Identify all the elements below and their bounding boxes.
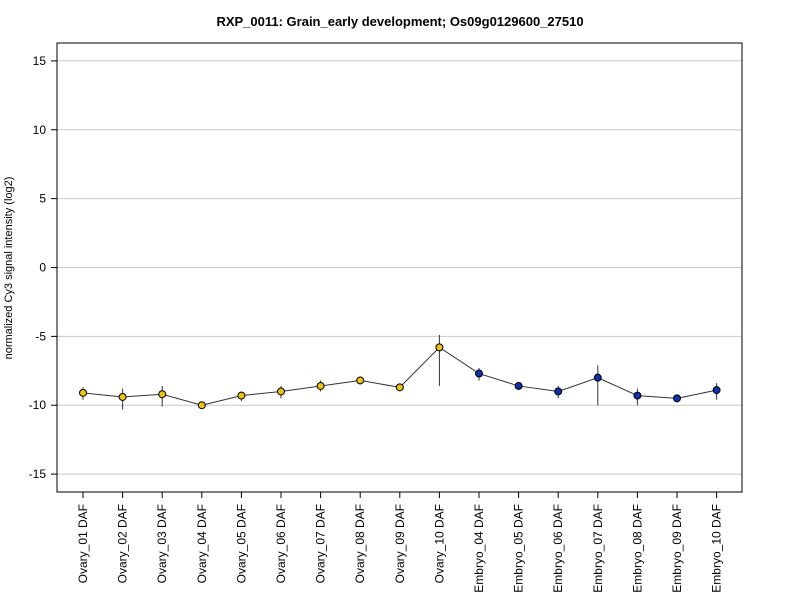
data-point: [593, 373, 602, 382]
plot-frame: [56, 42, 743, 493]
y-tick-label: -15: [29, 467, 47, 481]
grid-lines: [57, 60, 742, 475]
data-point: [237, 391, 246, 400]
series-line: [82, 346, 717, 406]
chart-title: RXP_0011: Grain_early development; Os09g…: [216, 14, 583, 29]
data-point: [79, 388, 87, 397]
axes: 15 10 5 0 -5 -10 -15 Ovary_01 DAF Ovary_02 DAF Ov…: [29, 54, 724, 593]
y-tick-label: 15: [33, 54, 47, 68]
data-point: [158, 390, 167, 399]
x-tick-label: Ovary_05 DAF: [234, 504, 248, 583]
x-tick-label: Ovary_01 DAF: [76, 504, 90, 583]
data-point: [316, 381, 325, 390]
x-tick-label: Ovary_06 DAF: [274, 504, 288, 583]
y-tick-label: -5: [35, 329, 46, 343]
y-axis-label: normalized Cy3 signal intensity (log2): [3, 177, 15, 360]
y-tick-label: 10: [33, 123, 47, 137]
data-point: [435, 343, 444, 352]
data-series: [79, 334, 721, 410]
x-tick-label: Embryo_06 DAF: [551, 504, 565, 593]
data-point: [197, 401, 206, 410]
x-tick-label: Embryo_04 DAF: [472, 504, 486, 593]
y-tick-label: 5: [39, 192, 46, 206]
data-point: [554, 387, 563, 396]
x-tick-label: Ovary_03 DAF: [155, 504, 169, 583]
x-tick-label: Embryo_05 DAF: [512, 504, 526, 593]
x-tick-label: Ovary_10 DAF: [432, 504, 446, 583]
x-tick-label: Ovary_07 DAF: [314, 504, 328, 583]
data-point: [277, 387, 285, 396]
x-tick-label: Embryo_08 DAF: [630, 504, 644, 593]
data-point: [712, 386, 721, 395]
data-point: [395, 383, 404, 392]
y-tick-label: -10: [29, 398, 47, 412]
x-tick-label: Ovary_08 DAF: [353, 504, 367, 583]
data-point: [514, 381, 523, 390]
x-tick-label: Ovary_09 DAF: [393, 504, 407, 583]
x-tick-label: Embryo_07 DAF: [591, 504, 605, 593]
data-point: [673, 394, 681, 403]
data-point: [633, 391, 642, 400]
data-point: [356, 376, 365, 385]
data-point: [475, 369, 483, 378]
data-point: [118, 392, 127, 401]
y-tick-label: 0: [39, 261, 46, 275]
x-tick-label: Ovary_02 DAF: [116, 504, 130, 583]
x-tick-label: Embryo_09 DAF: [670, 504, 684, 593]
x-tick-label: Embryo_10 DAF: [710, 504, 724, 593]
x-tick-label: Ovary_04 DAF: [195, 504, 209, 583]
